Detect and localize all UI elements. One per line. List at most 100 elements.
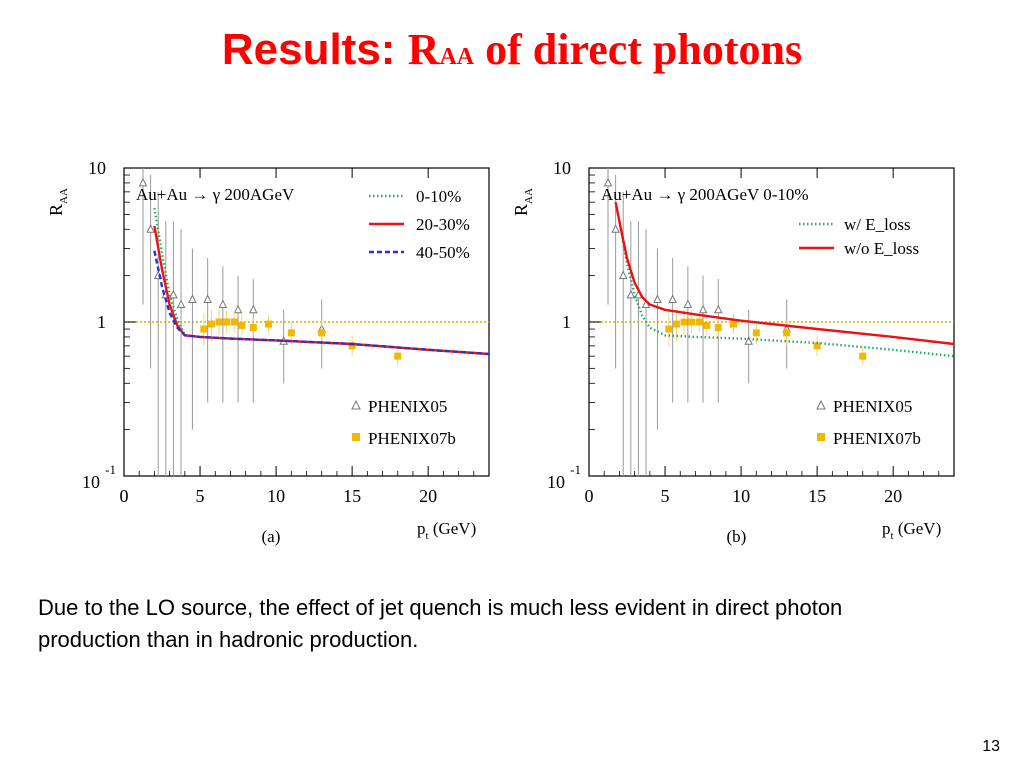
phenix05-point bbox=[683, 299, 693, 308]
y-tick-label: 10 bbox=[553, 158, 571, 178]
panel-label: (a) bbox=[262, 527, 281, 546]
phenix05-point bbox=[233, 304, 243, 314]
phenix05-point bbox=[203, 294, 212, 303]
y-tick-label-exponent: -1 bbox=[570, 462, 581, 477]
legend-line-label: 0-10% bbox=[416, 187, 461, 206]
chart-panel-a: 0 5 10 15 20 10 1 10 -1 RAA pt (GeV) (a) Au+Au → γ 2… bbox=[46, 158, 490, 546]
x-tick-label: 20 bbox=[419, 486, 437, 506]
legend-point-label: PHENIX07b bbox=[833, 429, 921, 448]
phenix07b-point bbox=[287, 329, 295, 337]
data-layer bbox=[603, 168, 954, 476]
x-axis-label: pt (GeV) bbox=[882, 519, 941, 542]
x-axis-label-subscript: t bbox=[891, 530, 894, 542]
phenix07b-point bbox=[223, 318, 231, 326]
x-axis-label-subscript: t bbox=[426, 530, 429, 542]
data-layer bbox=[138, 168, 489, 476]
phenix05-point bbox=[618, 270, 628, 280]
phenix05-point bbox=[653, 294, 662, 303]
phenix07b-point bbox=[264, 320, 272, 328]
phenix07b-point bbox=[688, 318, 696, 326]
phenix05-point bbox=[146, 224, 155, 233]
x-tick-label: 15 bbox=[808, 486, 826, 506]
body-text: Due to the LO source, the effect of jet … bbox=[38, 595, 843, 652]
x-tick-label: 10 bbox=[732, 486, 750, 506]
phenix07b-point bbox=[230, 318, 238, 326]
legend-marker-square bbox=[817, 433, 825, 441]
phenix05-point bbox=[603, 177, 613, 187]
x-tick-label: 5 bbox=[196, 486, 205, 506]
y-axis-label-subscript: AA bbox=[58, 188, 70, 204]
series-line bbox=[614, 201, 954, 346]
x-tick-label: 0 bbox=[120, 486, 129, 506]
series-line bbox=[618, 221, 954, 358]
phenix05-point bbox=[248, 304, 258, 314]
legend-line-label: w/ E_loss bbox=[844, 215, 911, 234]
phenix05-point bbox=[138, 177, 148, 187]
phenix07b-point bbox=[249, 324, 257, 332]
x-tick-label: 15 bbox=[343, 486, 361, 506]
legend-marker-square bbox=[352, 433, 360, 441]
y-tick-label: 10 bbox=[88, 158, 106, 178]
phenix05-point bbox=[188, 294, 197, 303]
phenix07b-point bbox=[318, 329, 326, 337]
legend-line-label: 20-30% bbox=[416, 215, 470, 234]
phenix07b-point bbox=[703, 321, 711, 329]
legend-line-label: w/o E_loss bbox=[844, 239, 919, 258]
phenix05-point bbox=[611, 224, 620, 233]
phenix05-point bbox=[626, 289, 636, 299]
phenix07b-point bbox=[783, 329, 791, 337]
y-axis-label: RAA bbox=[511, 188, 535, 216]
chart-panel-b: 0 5 10 15 20 10 1 10 -1 RAA pt (GeV) (b) Au+Au → γ 2… bbox=[511, 158, 955, 546]
phenix07b-point bbox=[200, 325, 208, 333]
x-tick-label: 10 bbox=[267, 486, 285, 506]
y-axis-label-subscript: AA bbox=[523, 188, 535, 204]
phenix05-point bbox=[668, 294, 677, 303]
y-tick-label: 1 bbox=[562, 312, 571, 332]
phenix05-point bbox=[713, 304, 723, 314]
phenix07b-point bbox=[348, 342, 356, 350]
legend-marker-triangle bbox=[351, 399, 361, 410]
legend-marker-triangle bbox=[816, 399, 826, 410]
series-line bbox=[153, 250, 489, 356]
panel-label: (b) bbox=[727, 527, 747, 546]
phenix07b-point bbox=[394, 352, 402, 360]
x-tick-label: 5 bbox=[661, 486, 670, 506]
title-r: R bbox=[407, 25, 440, 74]
page-number: 13 bbox=[982, 738, 1000, 755]
title-prefix: Results: bbox=[221, 25, 408, 74]
phenix07b-point bbox=[665, 325, 673, 333]
phenix05-point bbox=[744, 336, 753, 345]
legend-line-label: 40-50% bbox=[416, 243, 470, 262]
phenix07b-point bbox=[238, 321, 246, 329]
x-tick-label: 0 bbox=[585, 486, 594, 506]
title-suffix: of direct photons bbox=[474, 25, 803, 74]
title-subscript: AA bbox=[439, 44, 475, 70]
y-tick-label: 10 bbox=[82, 472, 100, 492]
phenix07b-point bbox=[714, 324, 722, 332]
phenix07b-point bbox=[695, 318, 703, 326]
phenix05-point bbox=[169, 289, 178, 299]
legend-reaction: Au+Au → γ 200AGeV bbox=[136, 185, 295, 204]
legend-point-label: PHENIX05 bbox=[368, 397, 447, 416]
y-tick-label: 1 bbox=[97, 312, 106, 332]
legend-point-label: PHENIX05 bbox=[833, 397, 912, 416]
y-axis-label: RAA bbox=[46, 188, 70, 216]
y-tick-label-exponent: -1 bbox=[105, 462, 116, 477]
phenix07b-point bbox=[729, 320, 737, 328]
phenix07b-point bbox=[215, 318, 223, 326]
x-axis-label-unit: (GeV) bbox=[429, 519, 477, 538]
slide-title: Results: RAA of direct photons bbox=[0, 24, 1024, 75]
phenix07b-point bbox=[859, 352, 867, 360]
legend-point-label: PHENIX07b bbox=[368, 429, 456, 448]
x-tick-label: 20 bbox=[884, 486, 902, 506]
phenix05-point bbox=[698, 304, 708, 314]
phenix07b-point bbox=[207, 320, 215, 328]
legend-reaction: Au+Au → γ 200AGeV 0-10% bbox=[601, 185, 809, 204]
phenix05-point bbox=[176, 299, 186, 308]
phenix07b-point bbox=[672, 320, 680, 328]
y-tick-label: 10 bbox=[547, 472, 565, 492]
phenix07b-point bbox=[680, 318, 688, 326]
phenix05-point bbox=[218, 299, 228, 308]
x-axis-label: pt (GeV) bbox=[417, 519, 476, 542]
phenix07b-point bbox=[813, 342, 821, 350]
